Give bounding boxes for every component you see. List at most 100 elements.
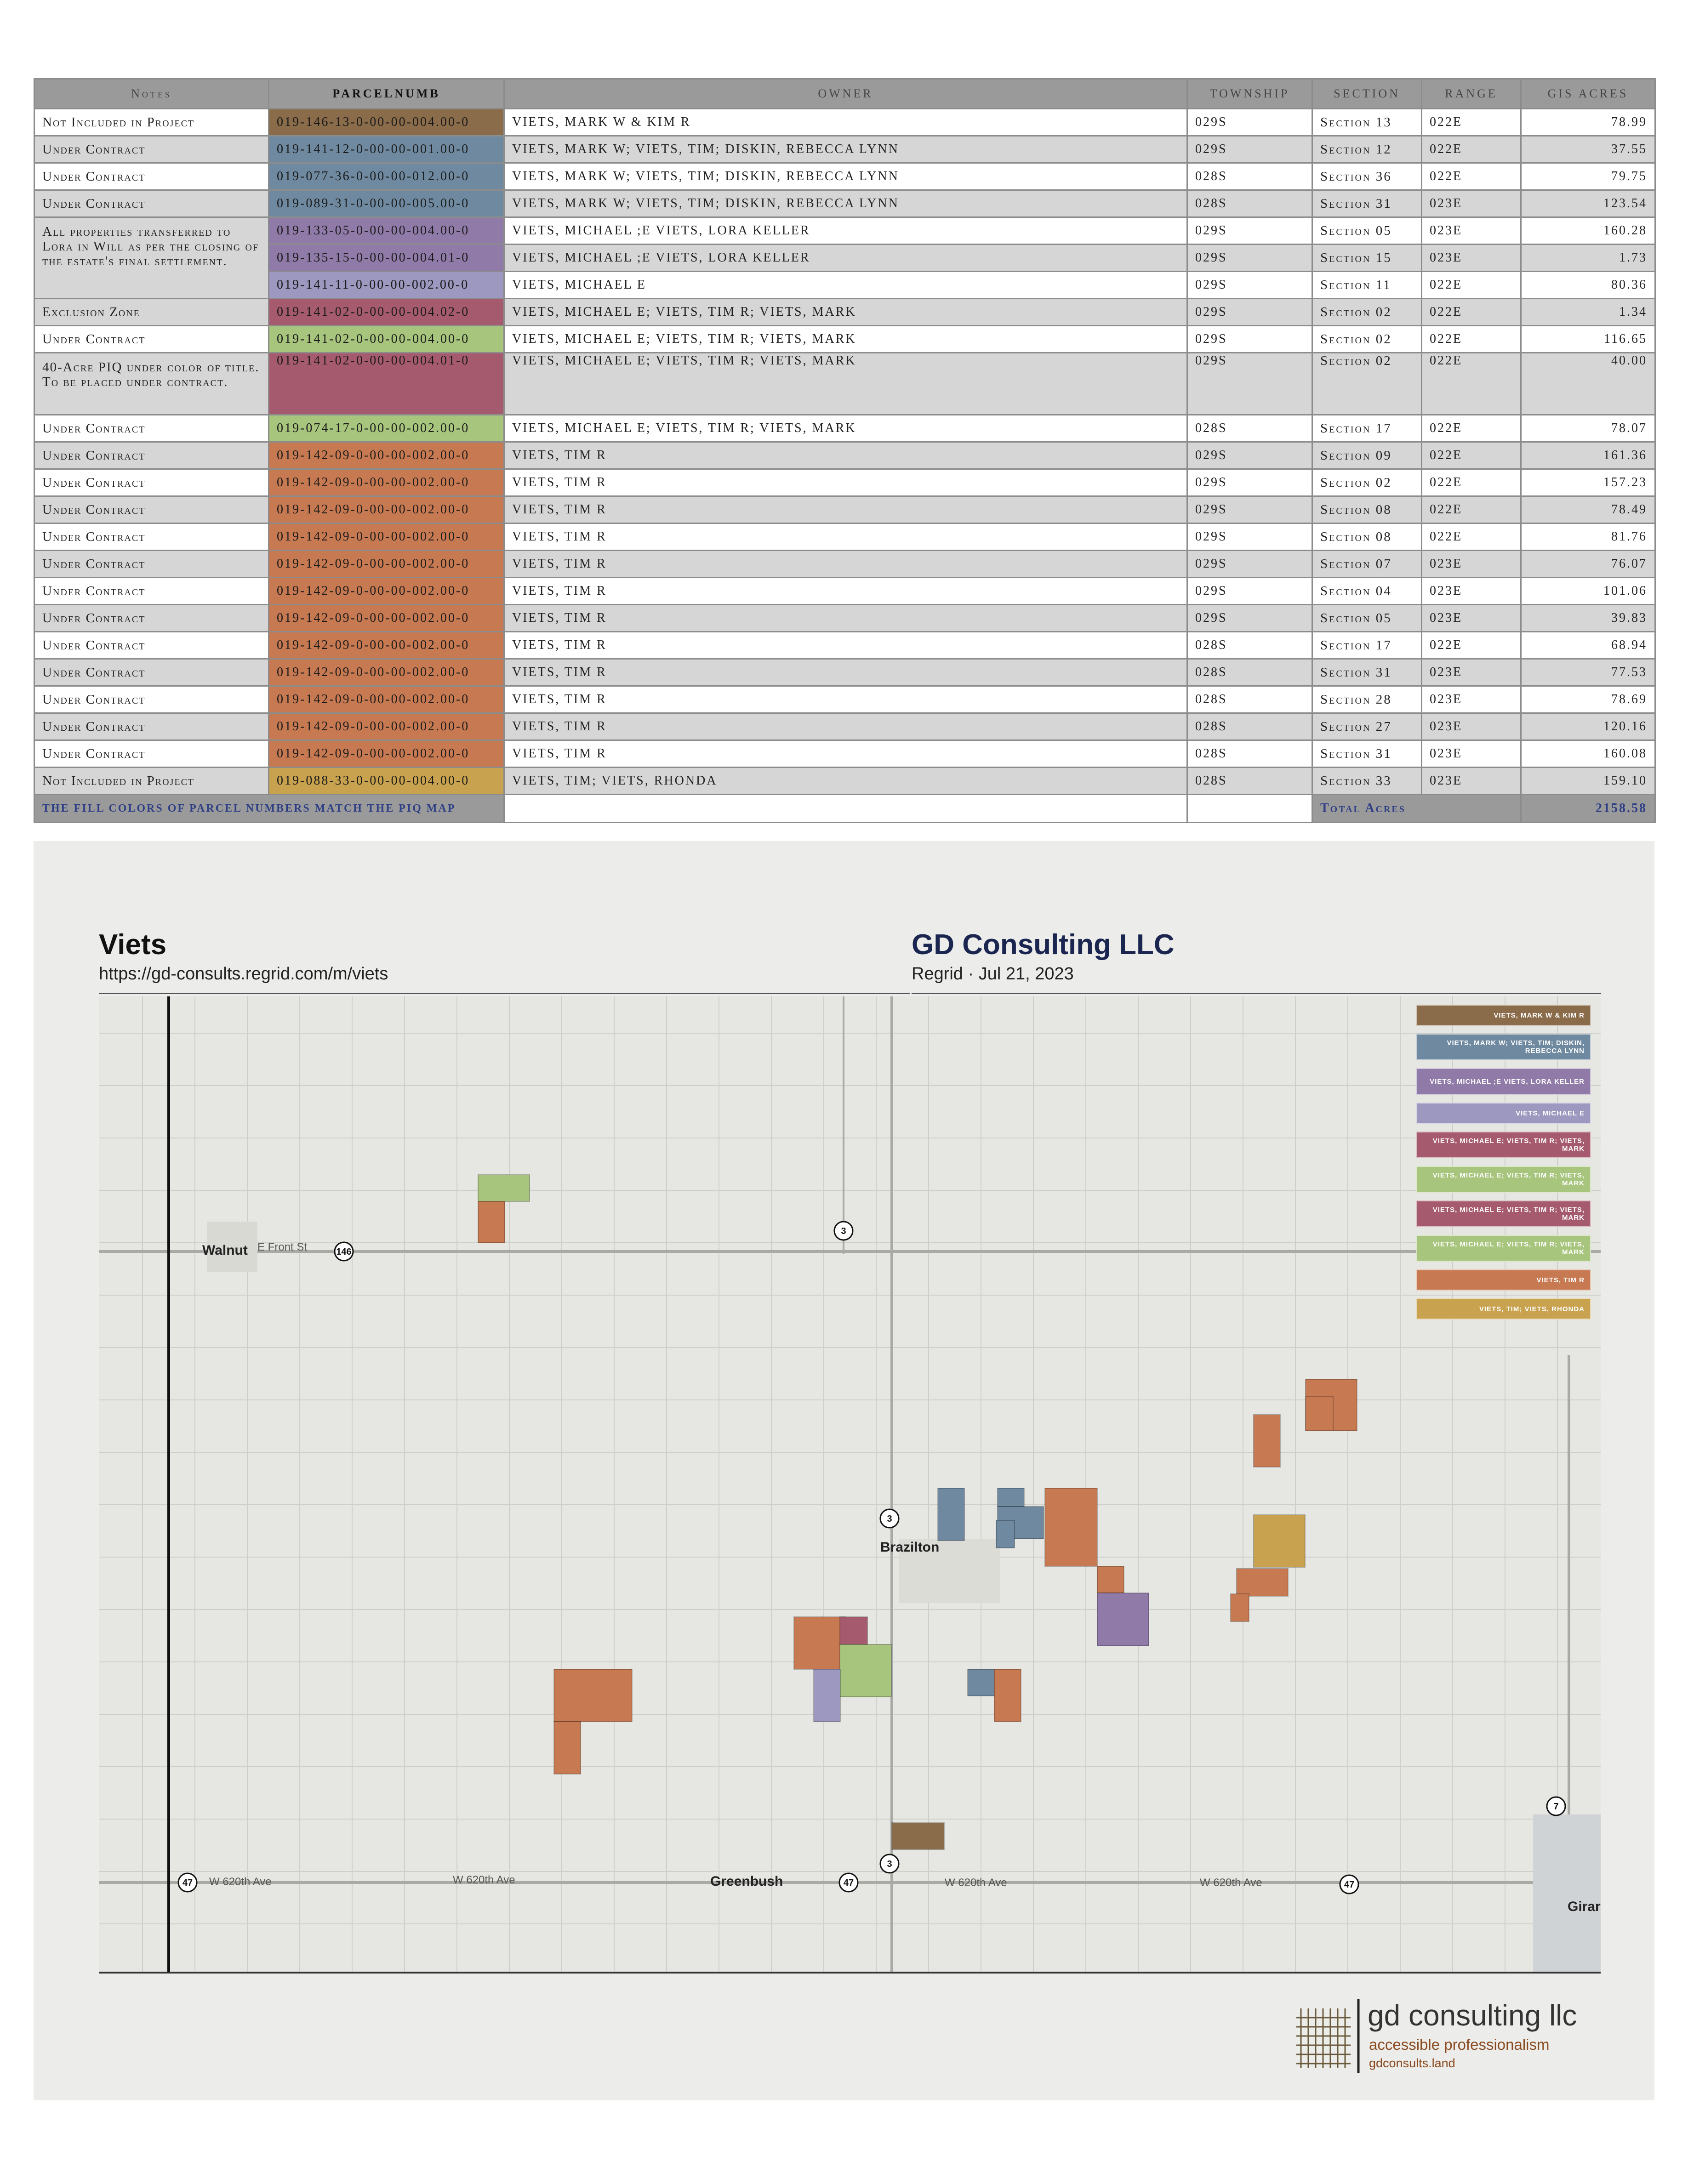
parcel-polygon[interactable] [996,1520,1015,1548]
parcel-polygon[interactable] [553,1721,581,1774]
shields: 146 3 3 3 47 47 47 7 [177,1221,1566,1894]
total-acres-value: 2158.58 [1520,794,1656,823]
township-cell: 029S [1186,550,1313,578]
owner-cell: VIETS, MICHAEL ;E VIETS, LORA KELLER [503,244,1188,272]
township-cell: 029S [1186,468,1313,497]
map-url[interactable]: https://gd-consults.regrid.com/m/viets [99,964,388,984]
note-cell: Not Included in Project [34,108,269,136]
parcel-number-cell: 019-135-15-0-00-00-004.01-0 [268,244,505,272]
range-cell: 022E [1421,523,1522,551]
parcel-number-cell: 019-142-09-0-00-00-002.00-0 [268,739,505,768]
note-cell: Under Contract [34,414,269,443]
acres-cell: 68.94 [1520,631,1656,660]
parcel-number-cell: 019-142-09-0-00-00-002.00-0 [268,441,505,470]
parcel-polygon[interactable] [813,1669,841,1722]
section-cell: Section 02 [1312,352,1422,415]
parcel-polygon[interactable] [478,1174,530,1202]
road-label: W 620th Ave [453,1874,515,1886]
township-cell: 028S [1186,631,1313,660]
section-cell: Section 12 [1312,135,1422,164]
parcel-polygon[interactable] [1253,1514,1306,1568]
parcel-number-cell: 019-142-09-0-00-00-002.00-0 [268,495,505,524]
parcel-polygon[interactable] [478,1201,505,1243]
route-shield-icon: 47 [1339,1874,1359,1894]
legend-item: VIETS, MICHAEL E; VIETS, TIM R; VIETS, M… [1416,1132,1591,1158]
note-cell: Under Contract [34,631,269,660]
parcel-table: Notes PARCELNUMB owner township section … [34,78,1656,823]
section-cell: Section 05 [1312,216,1422,245]
acres-cell: 37.55 [1520,135,1656,164]
township-cell: 028S [1186,189,1313,218]
range-cell: 022E [1421,298,1522,326]
parcel-polygon[interactable] [1097,1566,1124,1593]
township-cell: 028S [1186,767,1313,795]
map-canvas[interactable]: 146 3 3 3 47 47 47 7 Walnut Brazilton Greenbush… [99,996,1601,1974]
map-legend: VIETS, MARK W & KIM R VIETS, MARK W; VIET… [1416,1005,1591,1327]
note-cell: Under Contract [34,162,269,191]
acres-cell: 123.54 [1520,189,1656,218]
section-cell: Section 05 [1312,604,1422,632]
route-number: 47 [844,1878,854,1888]
gd-consulting-logo: gd consulting llc accessible professiona… [1296,1995,1591,2082]
note-cell: Under Contract [34,685,269,714]
parcel-polygon[interactable] [839,1616,868,1645]
roads [99,996,1601,1972]
col-owner: owner [503,78,1188,109]
parcel-polygon[interactable] [891,1822,945,1850]
acres-cell: 161.36 [1520,441,1656,470]
parcel-polygon[interactable] [1097,1592,1149,1646]
town-girard: Girar [1568,1899,1601,1914]
section-cell: Section 02 [1312,325,1422,353]
parcel-number-cell: 019-141-12-0-00-00-001.00-0 [268,135,505,164]
range-cell: 022E [1421,468,1522,497]
owner-cell: VIETS, TIM R [503,739,1188,768]
parcel-polygon[interactable] [967,1669,995,1696]
parcel-number-cell: 019-142-09-0-00-00-002.00-0 [268,604,505,632]
owner-cell: VIETS, MARK W; VIETS, TIM; DISKIN, REBEC… [503,162,1188,191]
range-cell: 022E [1421,135,1522,164]
owner-cell: VIETS, TIM; VIETS, RHONDA [503,767,1188,795]
table-row: All properties transferred to Lora in Wi… [34,216,1656,299]
township-cell: 029S [1186,244,1313,272]
parcel-polygon[interactable] [839,1644,892,1697]
range-cell: 023E [1421,739,1522,768]
parcel-polygon[interactable] [1253,1414,1281,1467]
owner-cell: VIETS, TIM R [503,712,1188,741]
section-cell: Section 17 [1312,414,1422,443]
road-label: W 620th Ave [209,1876,272,1888]
table-row: Under Contract 019-142-09-0-00-00-002.00-… [34,441,1656,470]
acres-cell: 76.07 [1520,550,1656,578]
table-row: 40-Acre PIQ under color of title. To be … [34,352,1656,415]
owner-cell: VIETS, TIM R [503,658,1188,687]
table-row: 019-141-11-0-00-00-002.00-0 VIETS, MICHAE… [34,271,1656,299]
parcel-polygon[interactable] [1044,1488,1098,1567]
parcel-polygon[interactable] [937,1488,965,1541]
parcel-polygon[interactable] [1305,1396,1334,1431]
table-row: Under Contract 019-142-09-0-00-00-002.00-… [34,577,1656,605]
col-notes: Notes [34,78,269,109]
owner-cell: VIETS, TIM R [503,550,1188,578]
township-cell: 029S [1186,271,1313,299]
parcel-number-cell: 019-146-13-0-00-00-004.00-0 [268,108,505,136]
range-cell: 023E [1421,216,1522,245]
parcel-polygon[interactable] [1230,1593,1249,1622]
logo-url[interactable]: gdconsults.land [1369,2056,1455,2070]
parcel-polygon[interactable] [994,1669,1021,1722]
legend-item: VIETS, MICHAEL ;E VIETS, LORA KELLER [1416,1068,1591,1095]
town-greenbush: Greenbush [710,1874,783,1889]
parcel-polygon[interactable] [553,1669,633,1722]
township-cell: 029S [1186,495,1313,524]
parcel-polygon[interactable] [997,1488,1025,1507]
range-cell: 023E [1421,244,1522,272]
range-cell: 023E [1421,577,1522,605]
parcel-polygon[interactable] [793,1616,846,1670]
parcel-number-cell: 019-142-09-0-00-00-002.00-0 [268,685,505,714]
town-walnut: Walnut [202,1243,248,1258]
parcel-number-cell: 019-142-09-0-00-00-002.00-0 [268,468,505,497]
route-number: 47 [1344,1880,1354,1890]
legend-item: VIETS, MARK W; VIETS, TIM; DISKIN, REBEC… [1416,1034,1591,1060]
parcel-polygon[interactable] [1236,1568,1289,1597]
legend-item: VIETS, TIM; VIETS, RHONDA [1416,1298,1591,1320]
walnut-town-area [207,1222,257,1272]
owner-cell: VIETS, TIM R [503,577,1188,605]
